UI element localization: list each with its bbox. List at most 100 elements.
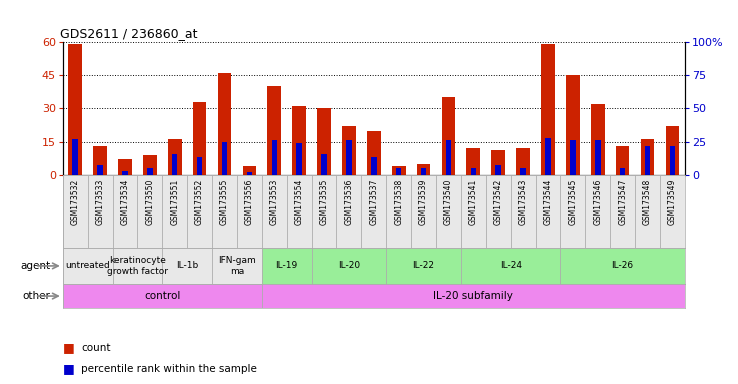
Bar [342, 126, 356, 175]
Bar [69, 45, 82, 175]
Text: other: other [22, 291, 50, 301]
Bar [495, 166, 501, 175]
Bar [486, 175, 511, 248]
Bar [441, 98, 455, 175]
Bar [645, 146, 650, 175]
Text: GSM173533: GSM173533 [95, 178, 105, 225]
Text: GSM173546: GSM173546 [593, 178, 602, 225]
Text: GSM173551: GSM173551 [170, 178, 179, 225]
Bar [63, 248, 112, 284]
Bar [321, 154, 327, 175]
Text: IL-22: IL-22 [413, 262, 435, 270]
Text: untreated: untreated [65, 262, 110, 270]
Bar [88, 175, 112, 248]
Text: GSM173547: GSM173547 [618, 178, 627, 225]
Bar [461, 248, 560, 284]
Text: GSM173536: GSM173536 [345, 178, 354, 225]
Text: GDS2611 / 236860_at: GDS2611 / 236860_at [60, 26, 197, 40]
Bar [541, 45, 555, 175]
Bar [471, 168, 476, 175]
Text: percentile rank within the sample: percentile rank within the sample [81, 364, 257, 374]
Bar [143, 155, 156, 175]
Text: IL-26: IL-26 [612, 262, 634, 270]
Bar [536, 175, 560, 248]
Bar [396, 168, 401, 175]
Bar [292, 106, 306, 175]
Text: GSM173549: GSM173549 [668, 178, 677, 225]
Text: GSM173538: GSM173538 [394, 178, 403, 225]
Bar [411, 175, 436, 248]
Bar [591, 104, 604, 175]
Bar [246, 172, 252, 175]
Text: IL-24: IL-24 [500, 262, 522, 270]
Text: IFN-gam
ma: IFN-gam ma [218, 256, 256, 276]
Bar [112, 248, 162, 284]
Text: GSM173553: GSM173553 [270, 178, 279, 225]
Bar [162, 248, 212, 284]
Bar [566, 75, 580, 175]
Text: GSM173540: GSM173540 [444, 178, 453, 225]
Bar [585, 175, 610, 248]
Bar [193, 102, 207, 175]
Bar [570, 140, 576, 175]
Bar [669, 146, 675, 175]
Bar [560, 248, 685, 284]
Text: control: control [144, 291, 181, 301]
Bar [187, 175, 212, 248]
Bar [641, 139, 655, 175]
Text: GSM173552: GSM173552 [195, 178, 204, 225]
Text: ■: ■ [63, 362, 75, 375]
Text: GSM173543: GSM173543 [519, 178, 528, 225]
Bar [386, 248, 461, 284]
Bar [212, 175, 237, 248]
Bar [162, 175, 187, 248]
Text: IL-20 subfamily: IL-20 subfamily [433, 291, 513, 301]
Bar [417, 164, 430, 175]
Text: GSM173541: GSM173541 [469, 178, 477, 225]
Bar [168, 139, 182, 175]
Bar [615, 146, 630, 175]
Bar [297, 143, 302, 175]
Text: GSM173554: GSM173554 [294, 178, 303, 225]
Bar [421, 168, 427, 175]
Bar [72, 139, 78, 175]
Text: GSM173548: GSM173548 [643, 178, 652, 225]
Bar [317, 109, 331, 175]
Text: GSM173556: GSM173556 [245, 178, 254, 225]
Bar [362, 175, 386, 248]
Bar [243, 166, 256, 175]
Text: GSM173550: GSM173550 [145, 178, 154, 225]
Bar [517, 148, 530, 175]
Bar [595, 140, 601, 175]
Bar [635, 175, 660, 248]
Text: GSM173544: GSM173544 [543, 178, 553, 225]
Bar [311, 175, 337, 248]
Text: GSM173535: GSM173535 [320, 178, 328, 225]
Bar [466, 148, 480, 175]
Bar [112, 175, 137, 248]
Bar [666, 126, 679, 175]
Text: IL-1b: IL-1b [176, 262, 199, 270]
Text: agent: agent [20, 261, 50, 271]
Bar [63, 284, 262, 308]
Text: GSM173555: GSM173555 [220, 178, 229, 225]
Text: IL-20: IL-20 [338, 262, 360, 270]
Bar [367, 131, 381, 175]
Bar [337, 175, 362, 248]
Bar [63, 175, 88, 248]
Bar [97, 166, 103, 175]
Text: count: count [81, 343, 111, 353]
Text: GSM173542: GSM173542 [494, 178, 503, 225]
Bar [272, 140, 277, 175]
Bar [545, 137, 551, 175]
Bar [118, 159, 132, 175]
Bar [93, 146, 107, 175]
Bar [123, 171, 128, 175]
Text: GSM173534: GSM173534 [120, 178, 129, 225]
Bar [237, 175, 262, 248]
Text: ■: ■ [63, 341, 75, 354]
Bar [461, 175, 486, 248]
Text: GSM173545: GSM173545 [568, 178, 577, 225]
Bar [221, 142, 227, 175]
Bar [520, 168, 526, 175]
